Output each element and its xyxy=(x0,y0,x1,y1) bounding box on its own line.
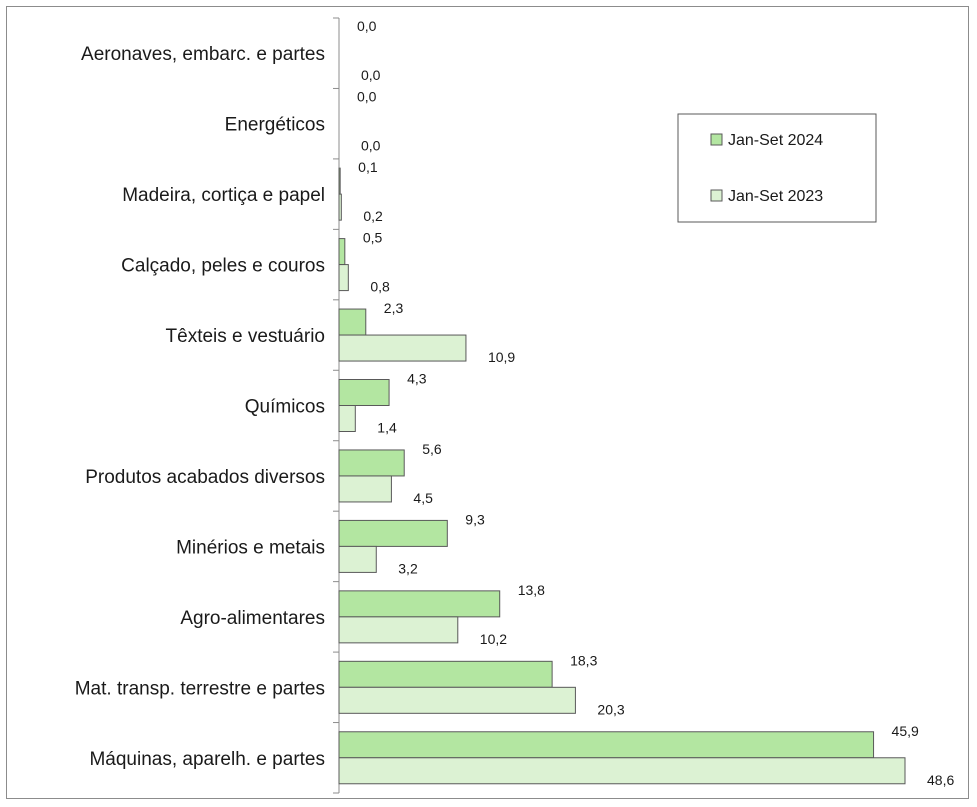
legend-box xyxy=(677,113,877,223)
bar-jan-set-2024 xyxy=(338,167,341,195)
legend-swatch xyxy=(710,189,723,202)
legend-swatch xyxy=(710,133,723,146)
data-label: 4,5 xyxy=(413,490,433,506)
category-label: Madeira, cortiça e papel xyxy=(122,185,325,206)
bar-jan-set-2023 xyxy=(338,334,467,362)
category-label: Máquinas, aparelh. e partes xyxy=(89,749,325,770)
data-label: 13,8 xyxy=(518,582,545,598)
data-label: 0,5 xyxy=(363,230,383,246)
bar-jan-set-2023 xyxy=(338,616,459,644)
data-label: 3,2 xyxy=(398,560,418,576)
legend-label: Jan-Set 2023 xyxy=(728,188,823,205)
data-label: 9,3 xyxy=(465,511,485,527)
category-label: Energéticos xyxy=(225,115,325,136)
data-label: 5,6 xyxy=(422,441,442,457)
data-label: 1,4 xyxy=(377,420,397,436)
bar-jan-set-2023 xyxy=(338,545,377,573)
data-label: 0,0 xyxy=(357,89,377,105)
bar-jan-set-2024 xyxy=(338,660,553,688)
bar-jan-set-2024 xyxy=(338,308,367,336)
bar-jan-set-2024 xyxy=(338,590,501,618)
category-label: Calçado, peles e couros xyxy=(121,256,325,277)
bar-jan-set-2024 xyxy=(338,519,448,547)
data-label: 18,3 xyxy=(570,652,597,668)
data-label: 2,3 xyxy=(384,300,404,316)
category-label: Minérios e metais xyxy=(176,537,325,558)
data-label: 20,3 xyxy=(597,701,624,717)
bar-jan-set-2024 xyxy=(338,238,346,266)
bar-jan-set-2024 xyxy=(338,449,405,477)
data-label: 48,6 xyxy=(927,772,954,788)
category-label: Agro-alimentares xyxy=(180,608,325,629)
bar-jan-set-2023 xyxy=(338,686,576,714)
category-label: Aeronaves, embarc. e partes xyxy=(81,44,325,65)
bar-jan-set-2023 xyxy=(338,757,906,785)
category-label: Mat. transp. terrestre e partes xyxy=(75,678,325,699)
legend-label: Jan-Set 2024 xyxy=(728,132,823,149)
data-label: 0,2 xyxy=(363,208,383,224)
legend: Jan-Set 2024 Jan-Set 2023 xyxy=(677,113,877,223)
bar-jan-set-2024 xyxy=(338,731,875,759)
category-label: Produtos acabados diversos xyxy=(85,467,325,488)
data-label: 0,0 xyxy=(357,18,377,34)
bar-jan-set-2024 xyxy=(338,379,390,406)
bar-jan-set-2023 xyxy=(338,405,356,432)
category-label: Têxteis e vestuário xyxy=(166,326,325,347)
bar-jan-set-2023 xyxy=(338,264,349,292)
data-label: 0,1 xyxy=(358,159,378,175)
data-label: 4,3 xyxy=(407,371,427,387)
bar-jan-set-2023 xyxy=(338,475,392,503)
data-label: 45,9 xyxy=(892,723,919,739)
category-label: Químicos xyxy=(245,397,325,418)
data-label: 0,0 xyxy=(361,67,381,83)
bar-jan-set-2023 xyxy=(338,193,342,221)
data-label: 0,8 xyxy=(370,279,390,295)
data-label: 10,9 xyxy=(488,349,515,365)
data-label: 0,0 xyxy=(361,138,381,154)
data-label: 10,2 xyxy=(480,631,507,647)
